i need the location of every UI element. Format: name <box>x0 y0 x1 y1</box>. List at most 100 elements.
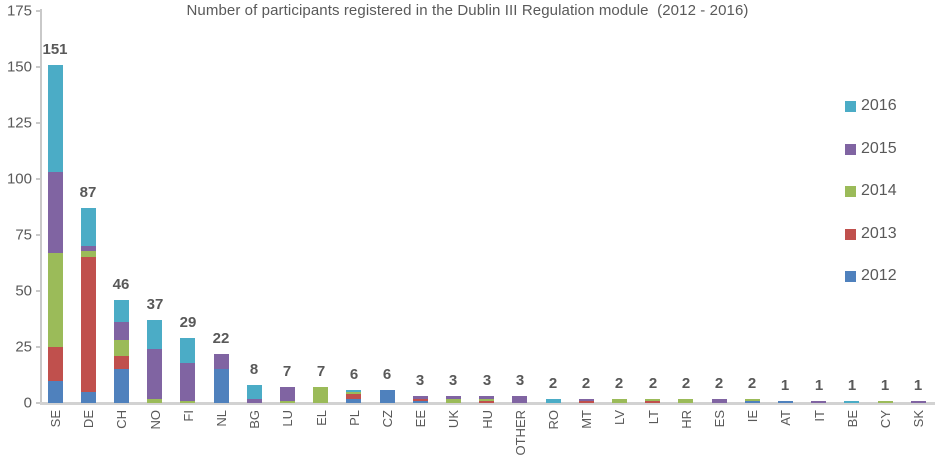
x-axis-category-label: CZ <box>380 410 395 428</box>
x-axis-category-label: BE <box>845 410 860 428</box>
bar-segment-OTHER-2015 <box>512 396 527 403</box>
bar-segment-CH-2016 <box>114 300 129 322</box>
bar-segment-HU-2015 <box>479 396 494 399</box>
bar-segment-HR-2014 <box>678 399 693 403</box>
bar-total-label: 6 <box>382 366 392 383</box>
bar-total-label: 1 <box>880 377 890 394</box>
bar-total-label: 3 <box>415 372 425 389</box>
bar-segment-NO-2016 <box>147 320 162 349</box>
legend-swatch-2016 <box>845 100 856 112</box>
x-axis-category-label: CH <box>114 410 129 429</box>
x-axis-category-label: DE <box>81 410 96 429</box>
bar-segment-SE-2013 <box>48 347 63 381</box>
bar-segment-CZ-2012 <box>380 390 395 403</box>
bar-segment-HU-2013 <box>479 401 494 403</box>
bar-total-label: 1 <box>913 377 923 394</box>
x-axis-category-label: LV <box>612 410 627 425</box>
bar-segment-CH-2014 <box>114 340 129 356</box>
bar-total-label: 22 <box>212 330 230 347</box>
bar-total-label: 37 <box>146 296 164 313</box>
x-axis-category-label: HU <box>480 410 495 429</box>
legend-label: 2016 <box>861 97 897 114</box>
bar-segment-SK-2015 <box>911 401 926 403</box>
y-axis-tick-mark <box>36 178 41 180</box>
bar-total-label: 46 <box>112 276 130 293</box>
bar-segment-BG-2016 <box>247 385 262 399</box>
x-axis-category-label: NO <box>148 410 163 430</box>
y-axis-tick-mark <box>36 346 41 348</box>
bar-total-label: 6 <box>349 366 359 383</box>
bar-segment-NL-2015 <box>214 354 229 369</box>
x-axis-category-label: MT <box>579 410 594 429</box>
bar-segment-UK-2015 <box>446 396 461 399</box>
bar-total-label: 2 <box>581 375 591 392</box>
bar-segment-LU-2014 <box>280 401 295 403</box>
legend-swatch-2015 <box>845 143 856 155</box>
bar-segment-DE-2014 <box>81 251 96 257</box>
bar-total-label: 1 <box>780 377 790 394</box>
chart-title: Number of participants registered in the… <box>186 2 749 19</box>
x-axis-category-label: LT <box>646 410 661 425</box>
bar-segment-DE-2012 <box>81 392 96 403</box>
bar-total-label: 2 <box>648 375 658 392</box>
x-axis-category-label: IT <box>812 410 827 422</box>
y-axis-tick-mark <box>36 290 41 292</box>
x-axis-category-label: BG <box>247 410 262 429</box>
bar-segment-BG-2015 <box>247 399 262 403</box>
x-axis-category-label: EE <box>413 410 428 428</box>
y-axis-tick-mark <box>36 402 41 404</box>
y-axis-tick-label: 125 <box>6 114 32 132</box>
bar-segment-ES-2015 <box>712 399 727 403</box>
y-axis-tick-label: 150 <box>6 58 32 76</box>
bar-segment-MT-2013 <box>579 401 594 403</box>
bar-total-label: 29 <box>179 314 197 331</box>
bar-segment-IE-2014 <box>745 399 760 401</box>
x-axis-category-label: PL <box>347 410 362 426</box>
x-axis-category-label: AT <box>778 410 793 426</box>
x-axis-category-label: OTHER <box>513 410 528 456</box>
y-axis-tick-mark <box>36 66 41 68</box>
bar-total-label: 2 <box>747 375 757 392</box>
y-axis-tick-mark <box>36 10 41 12</box>
bar-segment-SE-2016 <box>48 65 63 172</box>
legend-swatch-2012 <box>845 270 856 282</box>
bar-total-label: 3 <box>448 372 458 389</box>
bar-segment-IT-2015 <box>811 401 826 403</box>
y-axis-line <box>40 9 42 403</box>
legend-label: 2015 <box>861 140 897 157</box>
x-axis-category-label: RO <box>546 410 561 430</box>
x-axis-category-label: UK <box>446 410 461 429</box>
y-axis-tick-label: 0 <box>23 394 32 412</box>
bar-segment-DE-2013 <box>81 257 96 392</box>
legend-item-2013: 2013 <box>845 225 897 243</box>
bar-total-label: 1 <box>847 377 857 394</box>
x-axis-category-label: LU <box>280 410 295 427</box>
bar-segment-AT-2012 <box>778 401 793 403</box>
legend-swatch-2014 <box>845 185 856 197</box>
bar-total-label: 1 <box>814 377 824 394</box>
bar-segment-SE-2015 <box>48 172 63 253</box>
bar-segment-CH-2015 <box>114 322 129 340</box>
bar-segment-HU-2014 <box>479 399 494 401</box>
bar-segment-RO-2016 <box>546 399 561 403</box>
y-axis-tick-label: 75 <box>15 226 32 244</box>
x-axis-category-label: SK <box>911 410 926 428</box>
bar-segment-UK-2014 <box>446 399 461 403</box>
bar-total-label: 7 <box>316 363 326 380</box>
x-axis-category-label: SE <box>48 410 63 428</box>
legend-item-2016: 2016 <box>845 97 897 115</box>
bar-segment-FI-2016 <box>180 338 195 363</box>
bar-total-label: 3 <box>515 372 525 389</box>
x-axis-category-label: ES <box>712 410 727 428</box>
bar-segment-CY-2014 <box>878 401 893 403</box>
y-axis-tick-label: 50 <box>15 282 32 300</box>
bar-segment-IE-2012 <box>745 401 760 403</box>
y-axis-tick-mark <box>36 122 41 124</box>
bar-total-label: 2 <box>714 375 724 392</box>
x-axis-category-label: IE <box>745 410 760 423</box>
bar-segment-NO-2014 <box>147 399 162 403</box>
bar-segment-CH-2012 <box>114 369 129 403</box>
bar-segment-LT-2013 <box>645 401 660 403</box>
bar-segment-LT-2014 <box>645 399 660 401</box>
